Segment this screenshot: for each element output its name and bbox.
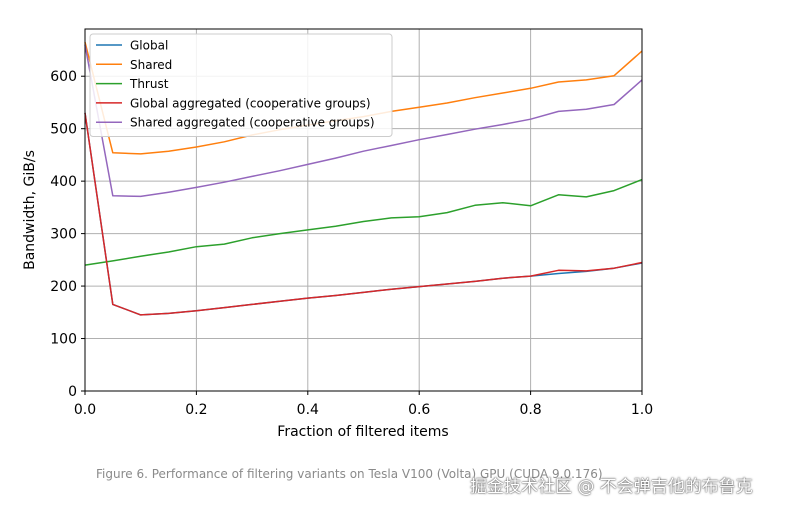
legend-entry: Shared aggregated (cooperative groups) (130, 116, 375, 130)
y-tick-label: 0 (68, 384, 77, 400)
legend-frame (89, 33, 393, 137)
legend-entry: Global (130, 39, 168, 53)
x-tick-label: 0.4 (297, 402, 319, 418)
x-axis-label: Fraction of filtered items (277, 424, 448, 440)
x-tick-label: 1.0 (631, 402, 653, 418)
watermark: 掘金技术社区 @ 不会弹吉他的布鲁克 (470, 477, 753, 497)
series-line (84, 112, 643, 316)
y-tick-label: 300 (50, 227, 77, 243)
series-line (84, 178, 643, 266)
chart: 0.0 0.2 0.4 0.6 0.8 1.0 0 100 200 300 400 500 600 Fr… (22, 28, 653, 440)
y-tick-label: 200 (50, 279, 77, 295)
axis-ticks: 0.0 0.2 0.4 0.6 0.8 1.0 0 100 200 300 400 500 600 (50, 69, 653, 418)
plot-frame (84, 28, 643, 392)
x-tick-label: 0.0 (74, 402, 96, 418)
legend-entry: Global aggregated (cooperative groups) (130, 96, 371, 110)
legend-entry: Shared (130, 58, 172, 72)
legend-entry: Thrust (129, 77, 169, 91)
series-lines (84, 41, 643, 316)
x-tick-label: 0.2 (185, 402, 207, 418)
series-line (84, 112, 643, 316)
series-line (84, 44, 643, 198)
y-axis-label: Bandwidth, GiB/s (22, 150, 38, 270)
y-tick-label: 400 (50, 174, 77, 190)
x-tick-label: 0.6 (408, 402, 430, 418)
y-tick-label: 100 (50, 332, 77, 348)
y-tick-label: 500 (50, 122, 77, 138)
legend: Global Shared Thrust Global aggregated (coo… (89, 33, 393, 137)
figure-caption: Figure 6. Performance of filtering varia… (96, 467, 603, 481)
x-tick-label: 0.8 (519, 402, 541, 418)
y-tick-label: 600 (50, 69, 77, 85)
